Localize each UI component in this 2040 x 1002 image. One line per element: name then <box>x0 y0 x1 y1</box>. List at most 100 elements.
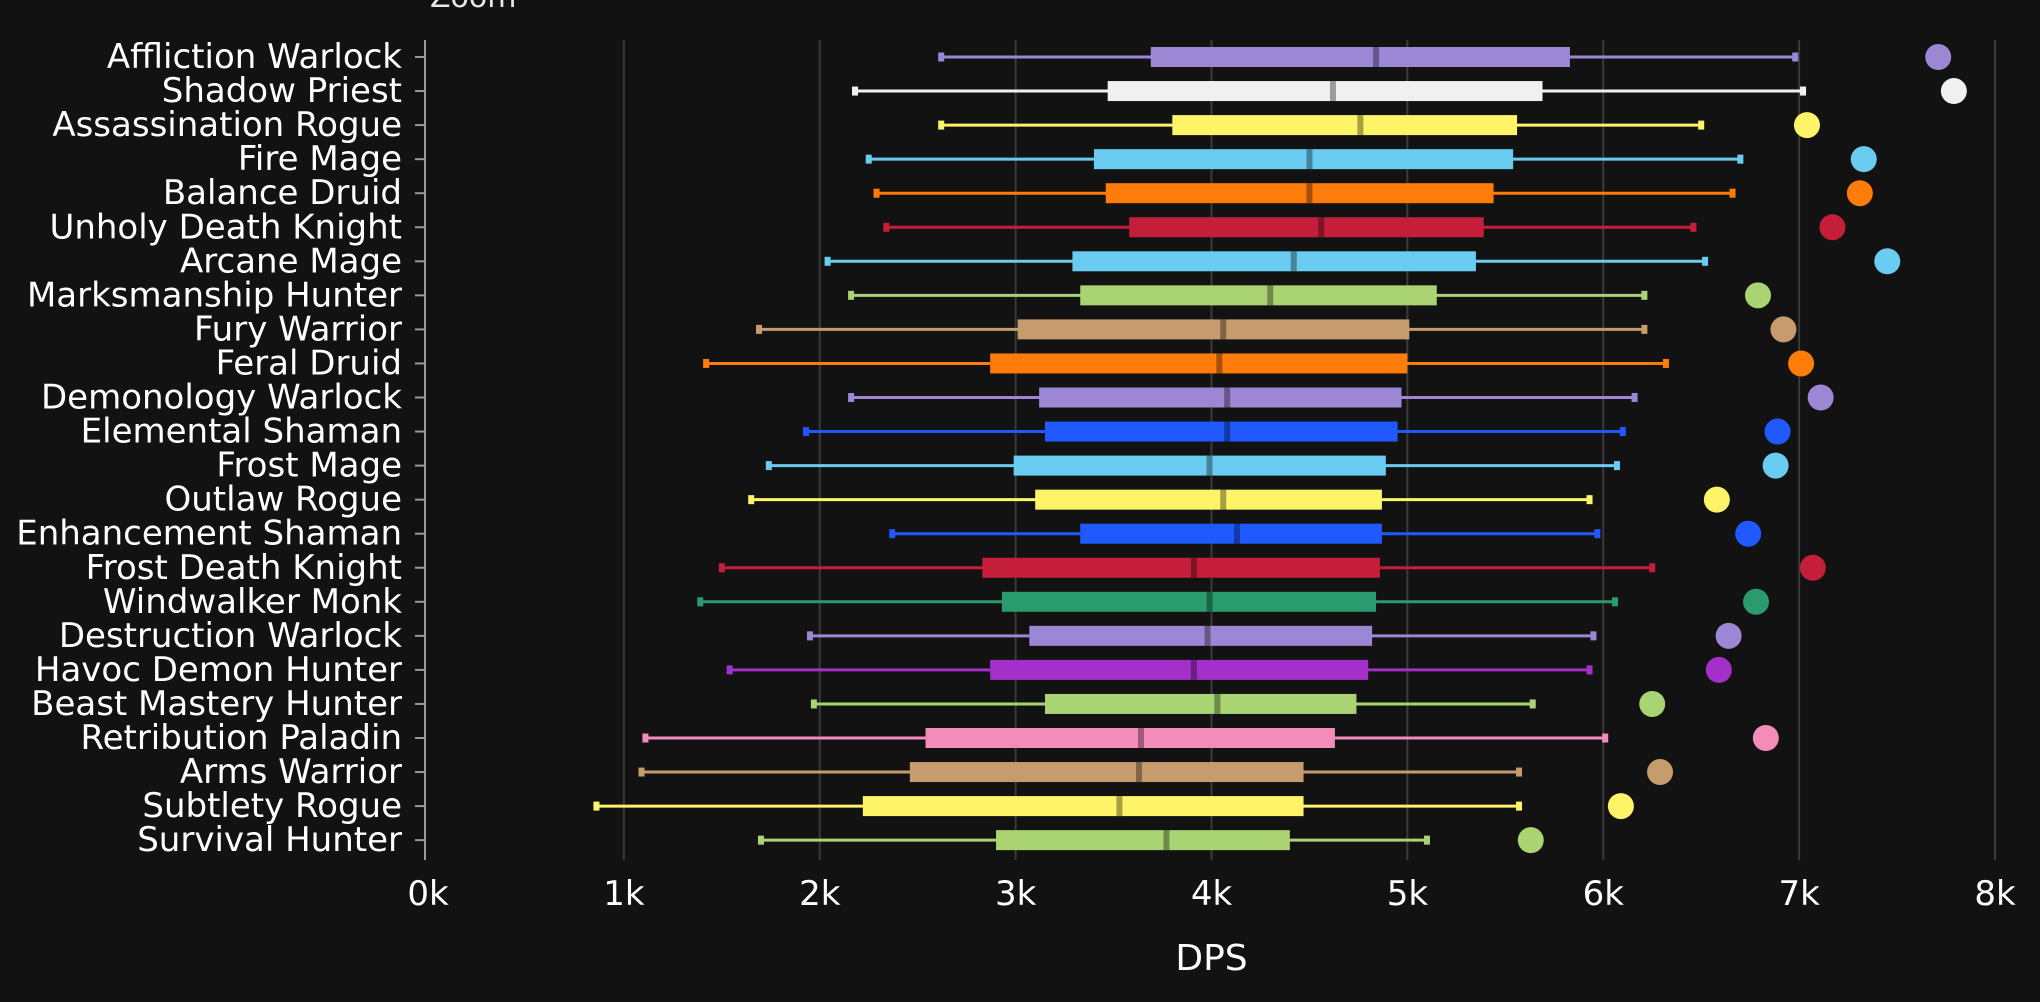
median-marker <box>1318 217 1325 238</box>
median-marker <box>1204 625 1211 646</box>
whisker-min <box>873 188 880 198</box>
whisker-max <box>1690 222 1697 232</box>
whisker-min <box>765 461 772 471</box>
box-subtlety-rogue <box>593 796 1523 817</box>
category-label: Havoc Demon Hunter <box>35 650 402 690</box>
whisker-max <box>1641 290 1648 300</box>
category-label: Arms Warrior <box>180 752 402 792</box>
box-arcane-mage <box>824 251 1709 272</box>
x-tick-label: 4k <box>1191 874 1233 914</box>
x-tick-label: 0k <box>407 874 449 914</box>
category-label: Demonology Warlock <box>41 378 402 418</box>
box-shadow-priest <box>852 81 1807 102</box>
box-iqr <box>1035 489 1382 510</box>
box-iqr <box>990 353 1408 374</box>
whisker-min <box>803 427 810 437</box>
category-label: Subtlety Rogue <box>142 786 402 826</box>
box-iqr <box>1072 251 1476 272</box>
max-point <box>1735 520 1762 547</box>
whisker-min <box>697 597 704 607</box>
whisker-max <box>1594 529 1601 539</box>
x-tick-label: 7k <box>1778 874 1820 914</box>
whisker-min <box>806 631 813 641</box>
box-windwalker-monk <box>697 591 1619 612</box>
whisker-min <box>889 529 896 539</box>
box-iqr <box>990 659 1369 680</box>
category-label: Survival Hunter <box>137 820 402 860</box>
max-points <box>1517 44 1967 854</box>
x-tick-label: 5k <box>1387 874 1429 914</box>
box-iqr <box>996 830 1290 851</box>
whisker-min <box>865 154 872 164</box>
max-point <box>1846 180 1873 207</box>
max-point <box>1743 588 1770 615</box>
category-label: Outlaw Rogue <box>165 480 403 520</box>
whisker-min <box>748 495 755 505</box>
category-label: Marksmanship Hunter <box>27 275 402 315</box>
whisker-max <box>1423 835 1430 845</box>
whisker-min <box>593 801 600 811</box>
box-iqr <box>1045 693 1357 714</box>
category-label: Arcane Mage <box>180 241 402 281</box>
median-marker <box>1306 183 1313 204</box>
whisker-max <box>1590 631 1597 641</box>
box-iqr <box>1017 319 1410 340</box>
max-point <box>1819 214 1846 241</box>
x-tick-label: 2k <box>799 874 841 914</box>
whisker-max <box>1702 256 1709 266</box>
box-marksmanship-hunter <box>848 285 1648 306</box>
median-marker <box>1190 557 1197 578</box>
category-label: Windwalker Monk <box>103 582 402 622</box>
box-iqr <box>1172 115 1518 136</box>
box-iqr <box>1129 217 1484 238</box>
median-marker <box>1329 81 1336 102</box>
box-iqr <box>1150 47 1570 67</box>
whisker-max <box>1586 665 1593 675</box>
box-outlaw-rogue <box>748 489 1593 510</box>
median-marker <box>1220 319 1227 340</box>
box-fire-mage <box>865 149 1744 170</box>
whisker-min <box>848 290 855 300</box>
whisker-max <box>1662 358 1669 368</box>
box-iqr <box>1013 455 1386 476</box>
x-tick-label: 3k <box>995 874 1037 914</box>
box-iqr <box>925 728 1335 748</box>
whisker-min <box>703 358 710 368</box>
median-marker <box>1224 387 1231 408</box>
median-marker <box>1220 489 1227 510</box>
box-survival-hunter <box>757 830 1430 851</box>
box-arms-warrior <box>638 762 1523 783</box>
whisker-min <box>756 324 763 334</box>
whisker-max <box>1613 461 1620 471</box>
whisker-min <box>848 393 855 402</box>
category-label: Feral Druid <box>216 343 402 383</box>
box-frost-death-knight <box>718 557 1656 578</box>
max-point <box>1639 690 1666 717</box>
category-label: Frost Mage <box>216 446 402 486</box>
median-marker <box>1206 455 1213 476</box>
whisker-max <box>1800 86 1807 96</box>
whisker-max <box>1586 495 1593 505</box>
category-label: Enhancement Shaman <box>16 514 402 554</box>
median-marker <box>1137 728 1144 748</box>
whisker-min <box>757 835 764 845</box>
box-iqr <box>1105 183 1494 204</box>
box-iqr <box>1039 387 1402 408</box>
category-label: Retribution Paladin <box>80 718 402 758</box>
category-label: Fire Mage <box>238 139 402 179</box>
category-label: Affliction Warlock <box>107 37 402 77</box>
box-iqr <box>862 796 1304 817</box>
max-point <box>1705 656 1732 683</box>
zoom-button[interactable]: Zoom <box>430 0 516 15</box>
whisker-max <box>1529 699 1536 709</box>
whisker-min <box>883 222 890 232</box>
median-marker <box>1306 149 1313 170</box>
category-label: Balance Druid <box>163 173 402 213</box>
max-point <box>1940 78 1967 105</box>
max-point <box>1925 44 1952 70</box>
whisker-min <box>824 256 831 266</box>
median-marker <box>1190 659 1197 680</box>
whisker-min <box>638 767 645 777</box>
median-marker <box>1233 523 1240 544</box>
